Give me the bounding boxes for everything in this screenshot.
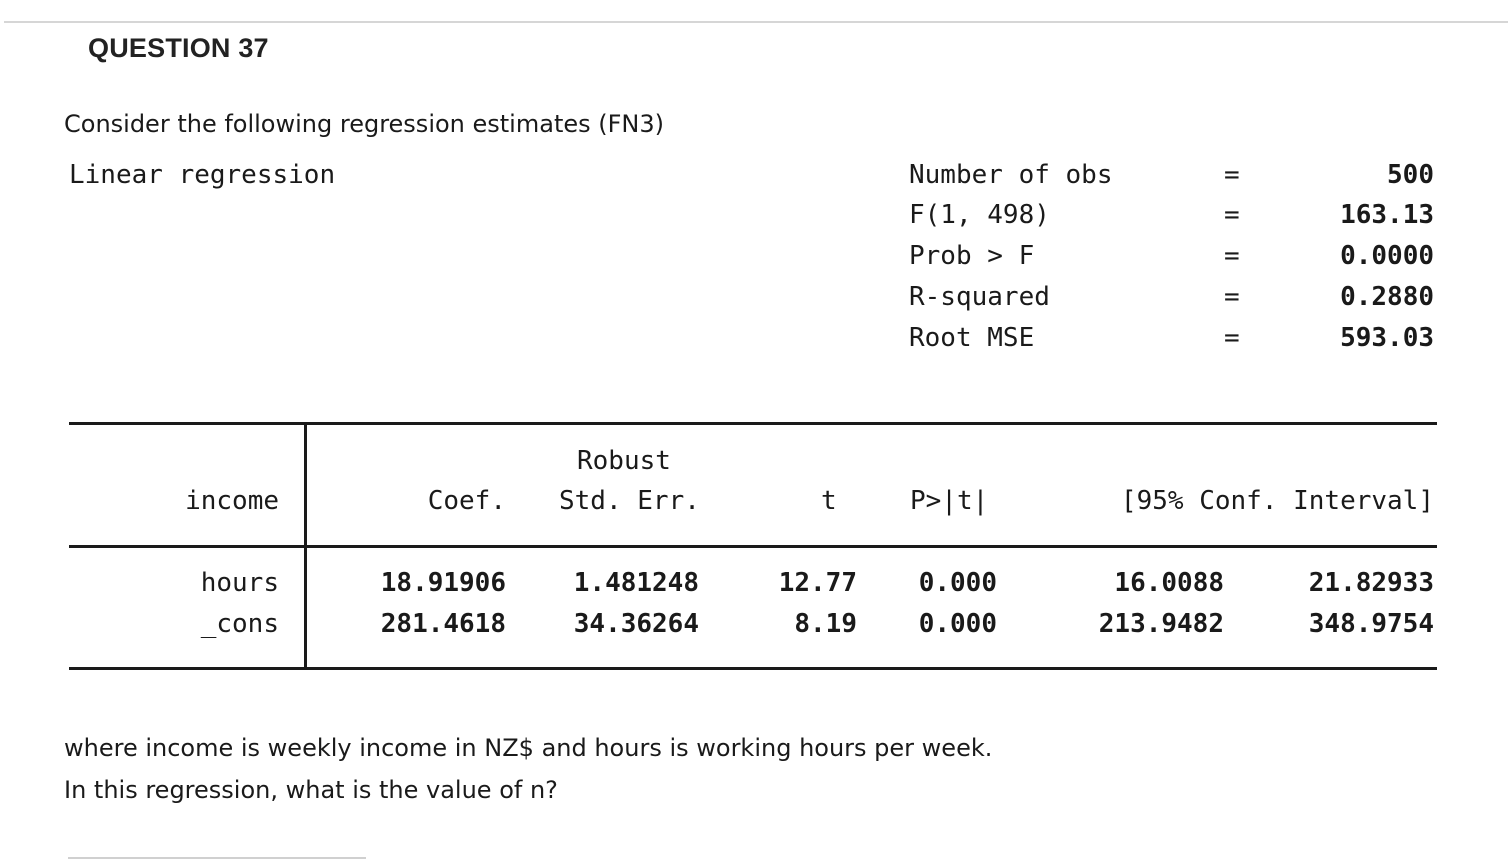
stat-label-rsq: R-squared <box>909 282 1050 312</box>
header-conf-interval: [95% Conf. Interval] <box>1120 486 1434 516</box>
stat-label-probf: Prob > F <box>909 241 1035 271</box>
cell-pvalue: 0.000 <box>918 568 997 598</box>
stat-equals: = <box>1224 282 1240 312</box>
header-depvar: income <box>185 486 279 516</box>
cell-ci-high: 21.82933 <box>1308 568 1434 598</box>
cell-stderr: 1.481248 <box>573 568 699 598</box>
cell-coef: 18.91906 <box>380 568 506 598</box>
variable-explanation: where income is weekly income in NZ$ and… <box>64 734 993 762</box>
stat-value-f: 163.13 <box>1340 200 1434 230</box>
header-t: t <box>821 486 837 516</box>
stat-label-f: F(1, 498) <box>909 200 1050 230</box>
row-name-hours: hours <box>200 568 279 598</box>
question-prompt: In this regression, what is the value of… <box>64 776 558 804</box>
question-title: QUESTION 37 <box>88 33 269 63</box>
stat-equals: = <box>1224 200 1240 230</box>
header-coef: Coef. <box>427 486 506 516</box>
stat-label-rmse: Root MSE <box>909 323 1035 353</box>
cell-ci-high: 348.9754 <box>1308 609 1434 639</box>
question-intro: Consider the following regression estima… <box>64 110 664 138</box>
row-name-cons: _cons <box>200 609 279 639</box>
cell-ci-low: 213.9482 <box>1098 609 1224 639</box>
cell-pvalue: 0.000 <box>918 609 997 639</box>
header-stderr: Std. Err. <box>559 486 700 516</box>
header-robust: Robust <box>577 446 671 476</box>
table-top-rule <box>69 422 1437 425</box>
stat-value-rsq: 0.2880 <box>1340 282 1434 312</box>
table-header-rule <box>69 545 1437 548</box>
cell-coef: 281.4618 <box>380 609 506 639</box>
stat-value-rmse: 593.03 <box>1340 323 1434 353</box>
cell-ci-low: 16.0088 <box>1114 568 1224 598</box>
answer-field-edge[interactable] <box>68 857 366 859</box>
model-title: Linear regression <box>69 160 336 190</box>
stat-equals: = <box>1224 160 1240 190</box>
stat-equals: = <box>1224 323 1240 353</box>
cell-stderr: 34.36264 <box>573 609 699 639</box>
stat-equals: = <box>1224 241 1240 271</box>
cell-t: 12.77 <box>778 568 857 598</box>
table-vertical-divider <box>304 422 307 670</box>
table-bottom-rule <box>69 667 1437 670</box>
top-divider <box>4 21 1508 23</box>
cell-t: 8.19 <box>794 609 857 639</box>
header-pvalue: P>|t| <box>910 486 989 516</box>
stat-value-nobs: 500 <box>1387 160 1434 190</box>
stat-value-probf: 0.0000 <box>1340 241 1434 271</box>
stat-label-nobs: Number of obs <box>909 160 1113 190</box>
